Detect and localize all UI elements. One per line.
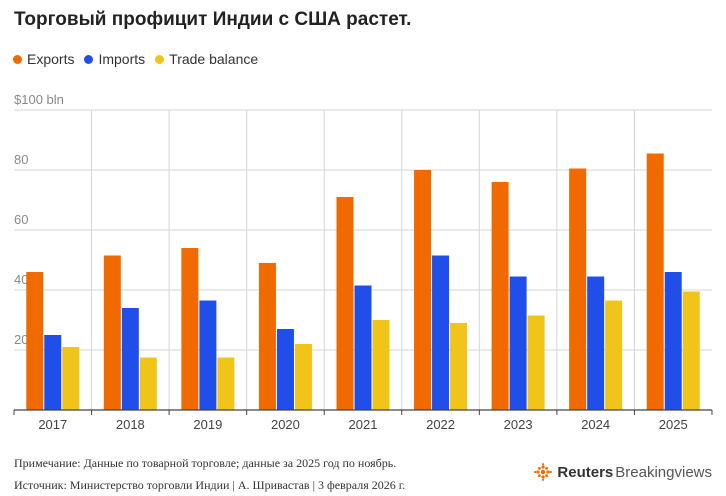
bar-trade-balance <box>294 344 312 410</box>
reuters-breakingviews-logo: Reuters Breakingviews <box>534 463 712 481</box>
bar-trade-balance <box>62 347 80 410</box>
bar-exports <box>26 272 44 410</box>
reuters-dot-logo-icon <box>534 463 553 481</box>
legend-swatch-exports <box>13 54 22 64</box>
x-tick-label: 2022 <box>426 417 455 432</box>
x-tick-label: 2017 <box>38 417 67 432</box>
legend-item-trade-balance: Trade balance <box>155 51 258 67</box>
bar-exports <box>569 168 587 410</box>
brand-name-bold: Reuters <box>557 463 614 481</box>
bar-exports <box>103 255 121 410</box>
logo-dot <box>542 478 545 481</box>
bar-trade-balance <box>605 300 623 410</box>
x-tick-label: 2024 <box>581 417 610 432</box>
footer-note: Примечание: Данные по товарной торговле;… <box>14 456 397 470</box>
logo-dot <box>550 470 553 474</box>
chart-legend: Exports Imports Trade balance <box>13 51 268 67</box>
bar-exports <box>258 263 276 410</box>
legend-label-trade-balance: Trade balance <box>169 51 259 67</box>
legend-label-imports: Imports <box>98 51 146 67</box>
bar-trade-balance <box>139 357 157 410</box>
y-tick-label: 20 <box>14 332 28 347</box>
bar-exports <box>646 153 664 410</box>
logo-dot <box>541 475 546 479</box>
x-tick-label: 2018 <box>116 417 145 432</box>
bar-trade-balance <box>682 291 700 410</box>
bar-imports <box>354 285 372 410</box>
legend-item-imports: Imports <box>84 51 145 67</box>
bar-trade-balance <box>527 315 545 410</box>
legend-swatch-trade-balance <box>155 54 165 64</box>
bar-exports <box>491 182 509 410</box>
bar-exports <box>181 248 199 410</box>
bar-imports <box>587 276 605 410</box>
bar-trade-balance <box>217 357 235 410</box>
x-tick-label: 2021 <box>349 417 378 432</box>
bar-imports <box>432 255 450 410</box>
logo-dot <box>538 467 542 470</box>
brand-name-light: Breakingviews <box>615 463 712 481</box>
x-tick-label: 2023 <box>504 417 533 432</box>
bar-trade-balance <box>450 323 468 410</box>
bar-exports <box>414 170 432 410</box>
bar-imports <box>276 329 294 410</box>
logo-dot <box>546 470 551 474</box>
logo-dot <box>542 463 545 466</box>
bar-imports <box>44 335 62 410</box>
y-tick-label: 80 <box>14 152 28 167</box>
x-tick-label: 2019 <box>193 417 222 432</box>
footer-source: Источник: Министерство торговли Индии | … <box>14 478 406 492</box>
logo-dot <box>545 467 549 470</box>
legend-swatch-imports <box>84 54 94 64</box>
bar-imports <box>664 272 682 410</box>
bar-exports <box>336 197 354 410</box>
legend-label-exports: Exports <box>27 51 75 67</box>
logo-dot <box>541 469 546 475</box>
bar-chart: 20 40 60 80 $100 bln 2017 2018 2019 2020 2021 2022… <box>13 92 713 432</box>
bar-imports <box>509 276 527 410</box>
logo-dot <box>541 465 546 469</box>
logo-dot <box>534 470 537 474</box>
legend-item-exports: Exports <box>13 51 74 67</box>
x-tick-label: 2020 <box>271 417 300 432</box>
logo-dot <box>536 470 541 474</box>
y-tick-label: 40 <box>14 272 28 287</box>
chart-title: Торговый профицит Индии с США растет. <box>14 9 412 30</box>
bar-trade-balance <box>372 320 390 410</box>
y-tick-label: 60 <box>14 212 28 227</box>
y-tick-label: $100 bln <box>14 92 64 107</box>
bar-imports <box>121 308 139 410</box>
x-tick-label: 2025 <box>659 417 688 432</box>
logo-dot <box>545 474 549 477</box>
logo-dot <box>538 474 542 477</box>
bar-imports <box>199 300 217 410</box>
